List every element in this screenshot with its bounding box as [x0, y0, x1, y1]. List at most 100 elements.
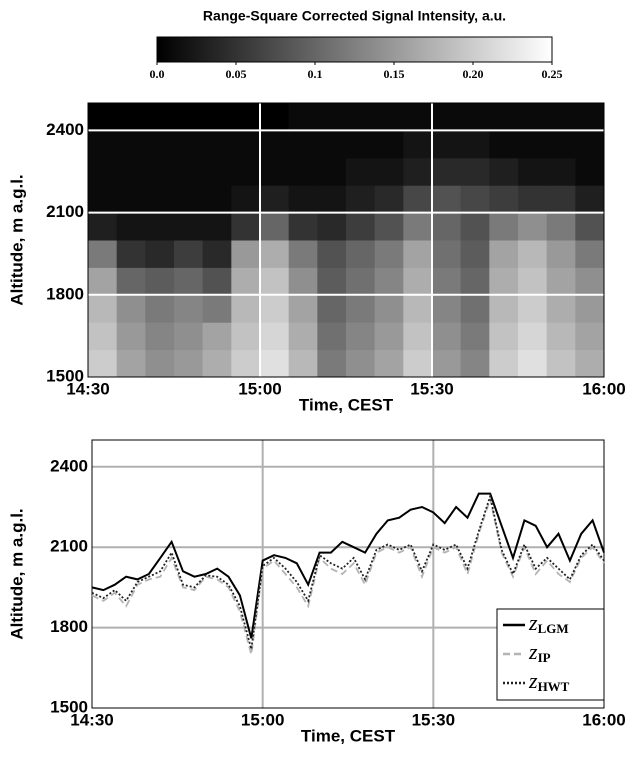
heatmap-cell [518, 212, 548, 241]
heatmap-cell [546, 349, 576, 378]
heatmap-cell [518, 294, 548, 323]
heatmap-cell [174, 294, 204, 323]
heatmap-cell [575, 103, 605, 131]
colorbar-title: Range-Square Corrected Signal Intensity,… [203, 8, 506, 24]
heatmap-cell [460, 322, 490, 351]
heatmap-cell [116, 130, 146, 159]
heatmap-cell [231, 240, 261, 268]
heatmap-cell [346, 130, 376, 159]
heatmap-cell [202, 130, 232, 159]
heatmap-cell [174, 349, 204, 378]
heatmap-cell [432, 157, 462, 186]
heatmap-cell [374, 103, 404, 131]
heatmap-cell [231, 267, 261, 296]
heatmap-cell [575, 294, 605, 323]
heatmap-cell [546, 130, 576, 159]
x-tick-label: 16:00 [582, 710, 625, 729]
heatmap-cell [116, 103, 146, 131]
colorbar-tick-label: 0.0 [150, 67, 165, 81]
heatmap-cell [346, 349, 376, 378]
heatmap-cell [460, 349, 490, 378]
heatmap-cell [288, 185, 318, 214]
x-tick-label: 15:30 [412, 710, 455, 729]
heatmap-cell [317, 157, 347, 186]
heatmap-cell [116, 157, 146, 186]
heatmap-cell [403, 349, 433, 378]
heatmap-cell [174, 322, 204, 351]
heatmap-cell [260, 294, 290, 323]
heatmap-cell [575, 349, 605, 378]
legend-entry: zHWT [528, 668, 570, 694]
colorbar-tick-label: 0.1 [308, 67, 323, 81]
heatmap-cell [260, 322, 290, 351]
heatmap-cell [489, 157, 519, 186]
heatmap-cell [288, 103, 318, 131]
heatmap-cell [432, 267, 462, 296]
heatmap-cell [432, 240, 462, 268]
heatmap-cell [374, 185, 404, 214]
legend-symbol: z [528, 668, 538, 693]
heatmap-cell [489, 240, 519, 268]
heatmap-cell [260, 267, 290, 296]
heatmap-cell [88, 294, 118, 323]
heatmap-cell [460, 103, 490, 131]
heatmap-cell [288, 157, 318, 186]
heatmap-cell [317, 212, 347, 241]
heatmap-cell [575, 212, 605, 241]
heatmap-cell [374, 212, 404, 241]
heatmap-cell [432, 130, 462, 159]
heatmap-cell [374, 322, 404, 351]
heatmap-cell [575, 157, 605, 186]
heatmap-cell [145, 130, 175, 159]
heatmap-cell [174, 130, 204, 159]
heatmap-cell [575, 185, 605, 214]
heatmap-cell [202, 103, 232, 131]
heatmap-cell [489, 212, 519, 241]
heatmap-cell [174, 240, 204, 268]
x-axis-label: Time, CEST [299, 395, 394, 414]
series-line [91, 492, 605, 639]
heatmap-cell [403, 185, 433, 214]
heatmap-cell [575, 267, 605, 296]
heatmap-cell [116, 349, 146, 378]
heatmap-cell [260, 240, 290, 268]
heatmap-cell [174, 212, 204, 241]
heatmap-cell [460, 267, 490, 296]
heatmap-cell [374, 267, 404, 296]
heatmap-cell [518, 130, 548, 159]
heatmap-cell [288, 267, 318, 296]
heatmap-cell [460, 294, 490, 323]
heatmap-cell [317, 349, 347, 378]
legend-label: HWT [538, 679, 570, 694]
x-tick-label: 14:30 [66, 379, 109, 398]
heatmap-cell [231, 349, 261, 378]
y-tick-label: 2100 [50, 537, 88, 556]
heatmap-cell [260, 157, 290, 186]
heatmap-cell [403, 267, 433, 296]
heatmap-cell [460, 130, 490, 159]
heatmap-cell [202, 157, 232, 186]
heatmap-cell [575, 322, 605, 351]
legend-entry: zLGM [528, 610, 569, 636]
heatmap-cell [546, 103, 576, 131]
heatmap-cell [260, 103, 290, 131]
heatmap-cell [202, 267, 232, 296]
heatmap-cell [260, 349, 290, 378]
heatmap-cell [489, 103, 519, 131]
legend-symbol: z [528, 610, 538, 635]
heatmap-cell [317, 103, 347, 131]
legend-symbol: z [528, 639, 538, 664]
heatmap-cell [346, 157, 376, 186]
x-tick-label: 15:00 [241, 710, 284, 729]
heatmap-cell [489, 267, 519, 296]
heatmap-cell [346, 240, 376, 268]
heatmap-cell [518, 103, 548, 131]
x-tick-label: 14:30 [70, 710, 113, 729]
x-tick-label: 16:00 [582, 379, 625, 398]
legend-entry: zIP [528, 639, 551, 665]
heatmap-cell [317, 294, 347, 323]
heatmap-cell [88, 267, 118, 296]
heatmap-cell [174, 103, 204, 131]
heatmap-cell [116, 294, 146, 323]
